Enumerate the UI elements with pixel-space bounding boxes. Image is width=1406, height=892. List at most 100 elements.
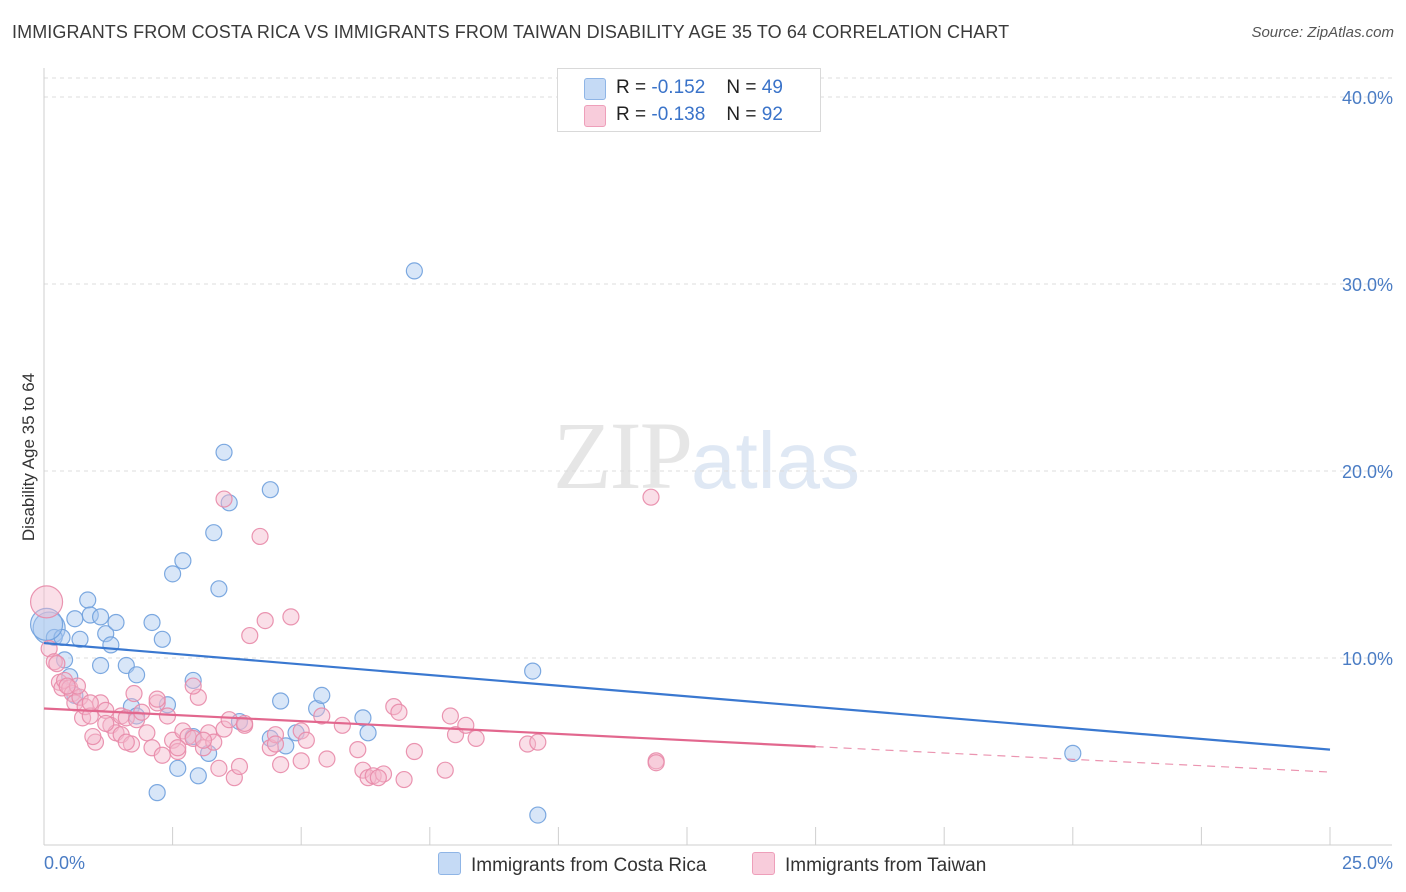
taiwan-point <box>642 488 660 506</box>
taiwan-point <box>210 759 228 777</box>
taiwan-point <box>117 733 135 751</box>
taiwan-point <box>241 626 259 645</box>
taiwan-point <box>333 716 351 734</box>
taiwan-point <box>48 655 66 673</box>
taiwan-point <box>436 761 454 779</box>
legend-n-label: N = <box>726 104 757 125</box>
taiwan-point <box>29 585 64 619</box>
legend-n-value: 92 <box>761 104 783 125</box>
taiwan-point <box>349 741 367 759</box>
costa-rica-point <box>261 481 279 499</box>
taiwan-point <box>230 757 249 776</box>
taiwan-point <box>184 677 202 695</box>
legend-r-value: -0.138 <box>651 104 706 125</box>
y-tick-label: 20.0% <box>1342 462 1393 482</box>
taiwan-point <box>297 731 315 749</box>
taiwan-point <box>251 527 269 546</box>
taiwan-point <box>84 727 102 746</box>
bottom-legend-label-taiwan: Immigrants from Taiwan <box>785 855 987 876</box>
costa-rica-point <box>313 686 331 705</box>
taiwan-point <box>313 707 331 725</box>
costa-rica-point <box>272 692 290 710</box>
bottom-legend-costa-rica: Immigrants from Costa Rica <box>438 852 706 877</box>
taiwan-point <box>292 722 310 740</box>
taiwan-point <box>266 726 285 744</box>
costa-rica-point <box>66 610 84 628</box>
costa-rica-point <box>79 591 97 609</box>
costa-rica-point <box>524 662 542 680</box>
costa-rica-point <box>184 671 202 690</box>
taiwan-point <box>266 735 285 753</box>
bottom-legend-swatch-taiwan <box>752 852 775 875</box>
y-tick-label: 40.0% <box>1342 88 1393 108</box>
legend-swatch-taiwan <box>584 105 606 127</box>
taiwan-point <box>318 750 336 768</box>
taiwan-point <box>225 769 243 787</box>
taiwan-point <box>58 677 76 695</box>
taiwan-point <box>518 735 537 753</box>
costa-rica-point <box>215 443 233 461</box>
costa-rica-point <box>71 630 89 648</box>
taiwan-point <box>647 754 665 772</box>
x-tick-label: 25.0% <box>1342 853 1393 873</box>
legend-swatch-costa-rica <box>584 78 606 100</box>
taiwan-trendline-extension <box>815 746 1331 773</box>
bottom-legend-taiwan: Immigrants from Taiwan <box>752 852 986 877</box>
taiwan-point <box>395 770 413 789</box>
costa-rica-point <box>174 552 192 570</box>
taiwan-point <box>256 611 274 630</box>
costa-rica-point <box>1064 744 1082 762</box>
watermark-zip: ZIP <box>553 402 693 509</box>
costa-rica-point <box>529 806 547 824</box>
taiwan-point <box>220 711 238 729</box>
taiwan-point <box>169 739 187 757</box>
taiwan-point <box>189 688 207 706</box>
legend-r-value: -0.152 <box>651 77 706 98</box>
costa-rica-trendline <box>43 641 1331 751</box>
legend-n-label: N = <box>726 77 757 98</box>
legend-r-label: R = <box>616 104 647 125</box>
costa-rica-point <box>97 625 115 643</box>
costa-rica-point <box>405 262 423 280</box>
taiwan-point <box>215 490 233 508</box>
costa-rica-point <box>164 565 182 583</box>
taiwan-point <box>81 694 99 712</box>
costa-rica-point <box>205 524 223 542</box>
costa-rica-point <box>169 759 187 777</box>
taiwan-point <box>138 724 156 742</box>
source-label: Source: ZipAtlas.com <box>1251 24 1394 41</box>
taiwan-point <box>292 752 310 770</box>
costa-rica-point <box>210 580 228 598</box>
costa-rica-point <box>127 666 146 684</box>
chart-title: IMMIGRANTS FROM COSTA RICA VS IMMIGRANTS… <box>12 22 1010 42</box>
costa-rica-point <box>102 636 120 654</box>
taiwan-point <box>405 742 423 761</box>
taiwan-point <box>153 746 171 764</box>
costa-rica-point <box>91 656 110 675</box>
y-tick-label: 30.0% <box>1342 275 1393 295</box>
y-tick-label: 10.0% <box>1342 649 1393 669</box>
costa-rica-point <box>143 613 161 632</box>
taiwan-trendline <box>43 707 816 748</box>
costa-rica-point <box>354 709 372 727</box>
taiwan-point <box>148 694 166 712</box>
legend-n-value: 49 <box>761 77 783 98</box>
taiwan-point <box>71 688 89 706</box>
taiwan-point <box>272 755 290 774</box>
bottom-legend-label-costa-rica: Immigrants from Costa Rica <box>471 855 707 876</box>
taiwan-point <box>45 653 63 671</box>
taiwan-point <box>369 769 387 787</box>
taiwan-point <box>441 707 459 725</box>
costa-rica-point <box>91 608 110 626</box>
costa-rica-point <box>107 613 125 632</box>
y-axis-label: Disability Age 35 to 64 <box>19 373 38 541</box>
watermark-atlas: atlas <box>691 416 860 505</box>
taiwan-point <box>529 733 547 751</box>
costa-rica-point <box>359 724 377 742</box>
costa-rica-point <box>153 630 171 648</box>
legend-text-taiwan: R = -0.138 N = 92 <box>616 104 783 126</box>
taiwan-point <box>205 733 223 751</box>
taiwan-point <box>148 690 166 708</box>
taiwan-point <box>215 720 233 738</box>
